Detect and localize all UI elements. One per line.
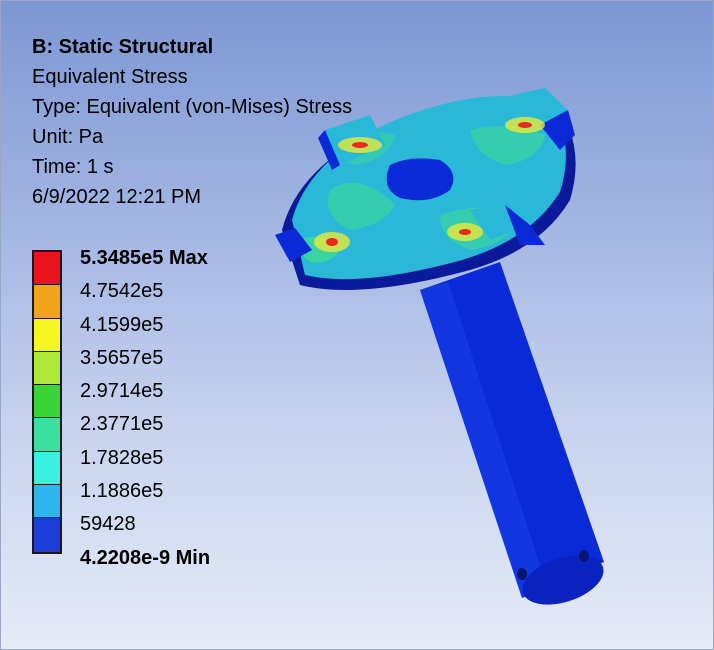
legend-color-bar (32, 250, 62, 554)
legend-value-label: 3.5657e5 (80, 346, 164, 369)
legend-value-label: 2.3771e5 (80, 413, 164, 436)
legend-segment (34, 418, 60, 452)
analysis-title: B: Static Structural (32, 36, 214, 58)
result-header: B: Static Structural Equivalent Stress T… (32, 32, 352, 212)
shaft (420, 262, 604, 605)
stress-hotspots (314, 117, 545, 252)
legend-segment (34, 485, 60, 519)
result-time: Time: 1 s (32, 156, 114, 178)
result-unit: Unit: Pa (32, 126, 104, 148)
legend-value-label: 59428 (80, 513, 136, 536)
legend-segment (34, 385, 60, 419)
result-date: 6/9/2022 12:21 PM (32, 186, 202, 208)
legend-max-label: 5.3485e5 Max (80, 247, 208, 269)
legend-value-label: 4.7542e5 (80, 280, 164, 303)
legend-segment (34, 285, 60, 319)
legend-segment (34, 451, 60, 486)
legend-segment (34, 351, 60, 386)
legend-value-label: 1.7828e5 (80, 446, 164, 469)
legend-segment (34, 252, 60, 286)
result-type: Type: Equivalent (von-Mises) Stress (32, 96, 353, 118)
legend-value-label: 1.1886e5 (80, 480, 164, 503)
legend-min-label: 4.2208e-9 Min (80, 546, 211, 569)
legend-value-label: 2.9714e5 (80, 380, 164, 403)
legend-segment (34, 318, 60, 352)
legend-value-label: 4.1599e5 (80, 313, 164, 336)
result-name: Equivalent Stress (32, 66, 188, 88)
legend-labels: 5.3485e5 Max 4.7542e5 4.1599e5 3.5657e5 2.97… (80, 242, 210, 575)
legend-segment (34, 518, 60, 552)
